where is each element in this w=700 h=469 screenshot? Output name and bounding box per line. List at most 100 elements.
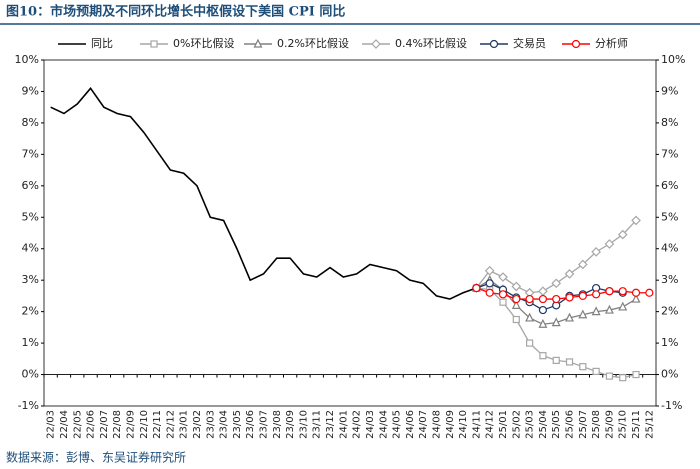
y2-tick-label: 5% [661,210,678,223]
marker [538,286,548,297]
marker [525,294,534,304]
marker [565,293,574,302]
y-tick-label: 2% [22,305,39,318]
y2-tick-label: 4% [661,242,678,255]
marker [485,288,494,297]
marker [489,39,499,49]
x-tick-label: 24/04 [378,410,389,439]
x-tick-label: 25/04 [538,410,549,439]
x-tick-label: 23/08 [272,410,283,439]
marker [604,304,614,314]
x-tick-label: 24/08 [431,410,442,439]
marker [592,290,601,299]
marker [565,312,574,322]
x-tick-label: 24/01 [338,410,349,439]
marker [591,306,601,316]
x-tick-label: 25/11 [631,410,642,439]
x-tick-label: 23/06 [245,410,256,439]
source: 数据来源：彭博、东吴证券研究所 [6,450,186,465]
y2-tick-label: 6% [661,179,678,192]
x-tick-label: 25/06 [565,410,576,439]
marker [371,39,381,49]
y-tick-label: 7% [22,147,39,160]
marker [551,278,562,289]
legend-label: 0%环比假设 [173,36,234,50]
x-tick-label: 22/09 [125,410,136,439]
y-tick-label: 3% [22,273,39,286]
legend-label: 0.2%环比假设 [277,36,349,50]
x-tick-label: 23/01 [179,410,190,439]
y-tick-label: 6% [22,179,39,192]
marker [565,358,574,366]
x-tick-label: 24/02 [352,410,363,439]
marker [618,287,627,296]
marker [578,309,588,319]
marker [605,372,614,380]
x-tick-label: 24/12 [485,410,496,439]
y-tick-label: 4% [22,242,39,255]
marker [538,294,548,304]
x-tick-label: 22/03 [46,410,57,439]
marker [526,339,534,347]
x-tick-label: 25/03 [525,410,536,439]
marker [551,317,561,327]
legend-label: 0.4%环比假设 [395,36,467,50]
x-tick-label: 24/06 [405,410,416,439]
x-tick-label: 22/11 [152,410,163,439]
x-tick-label: 23/10 [298,410,309,439]
marker [591,247,601,257]
marker [645,288,654,297]
marker [564,269,575,279]
y2-tick-label: 1% [661,336,678,349]
x-tick-label: 25/07 [578,410,589,439]
x-tick-label: 23/11 [312,410,323,439]
x-tick-label: 24/07 [418,410,429,439]
y-tick-label: 0% [22,368,39,381]
x-tick-label: 22/12 [165,410,176,439]
y-tick-label: 9% [22,84,39,97]
marker [498,290,508,299]
x-tick-label: 24/09 [445,410,456,439]
marker [552,356,560,364]
y2-tick-label: 7% [661,147,678,160]
marker [631,293,641,303]
legend-label: 同比 [91,37,113,50]
legend-label: 交易员 [513,36,546,50]
y2-tick-label: -1% [661,399,682,412]
x-tick-label: 23/09 [285,410,296,439]
y2-tick-label: 8% [661,116,678,129]
y2-tick-label: 9% [661,84,678,97]
legend-label: 分析师 [595,36,628,50]
y-tick-label: 5% [22,210,39,223]
marker [552,294,561,304]
x-tick-label: 24/10 [458,410,469,439]
x-tick-label: 24/03 [365,410,376,439]
marker [539,352,547,360]
marker [485,279,494,288]
x-tick-label: 25/05 [551,410,562,439]
marker [525,312,535,322]
marker [498,272,508,282]
x-tick-label: 23/04 [219,410,230,439]
marker [571,39,581,49]
x-tick-label: 23/03 [205,410,216,439]
y-tick-label: 10% [15,53,39,66]
x-tick-label: 22/06 [86,410,97,439]
x-tick-label: 22/10 [139,410,150,439]
marker [631,288,641,297]
marker [511,281,522,292]
marker [512,315,520,324]
y2-tick-label: 10% [661,53,685,66]
y-tick-label: 1% [22,336,39,349]
marker [578,291,587,301]
y2-tick-label: 2% [661,305,678,318]
x-tick-label: 25/01 [498,410,509,439]
marker [619,374,627,382]
x-tick-label: 23/05 [232,410,243,439]
x-tick-label: 25/09 [604,410,615,439]
x-tick-label: 23/12 [325,410,336,439]
x-tick-label: 23/02 [192,410,203,439]
marker [499,298,507,306]
marker [511,300,521,309]
